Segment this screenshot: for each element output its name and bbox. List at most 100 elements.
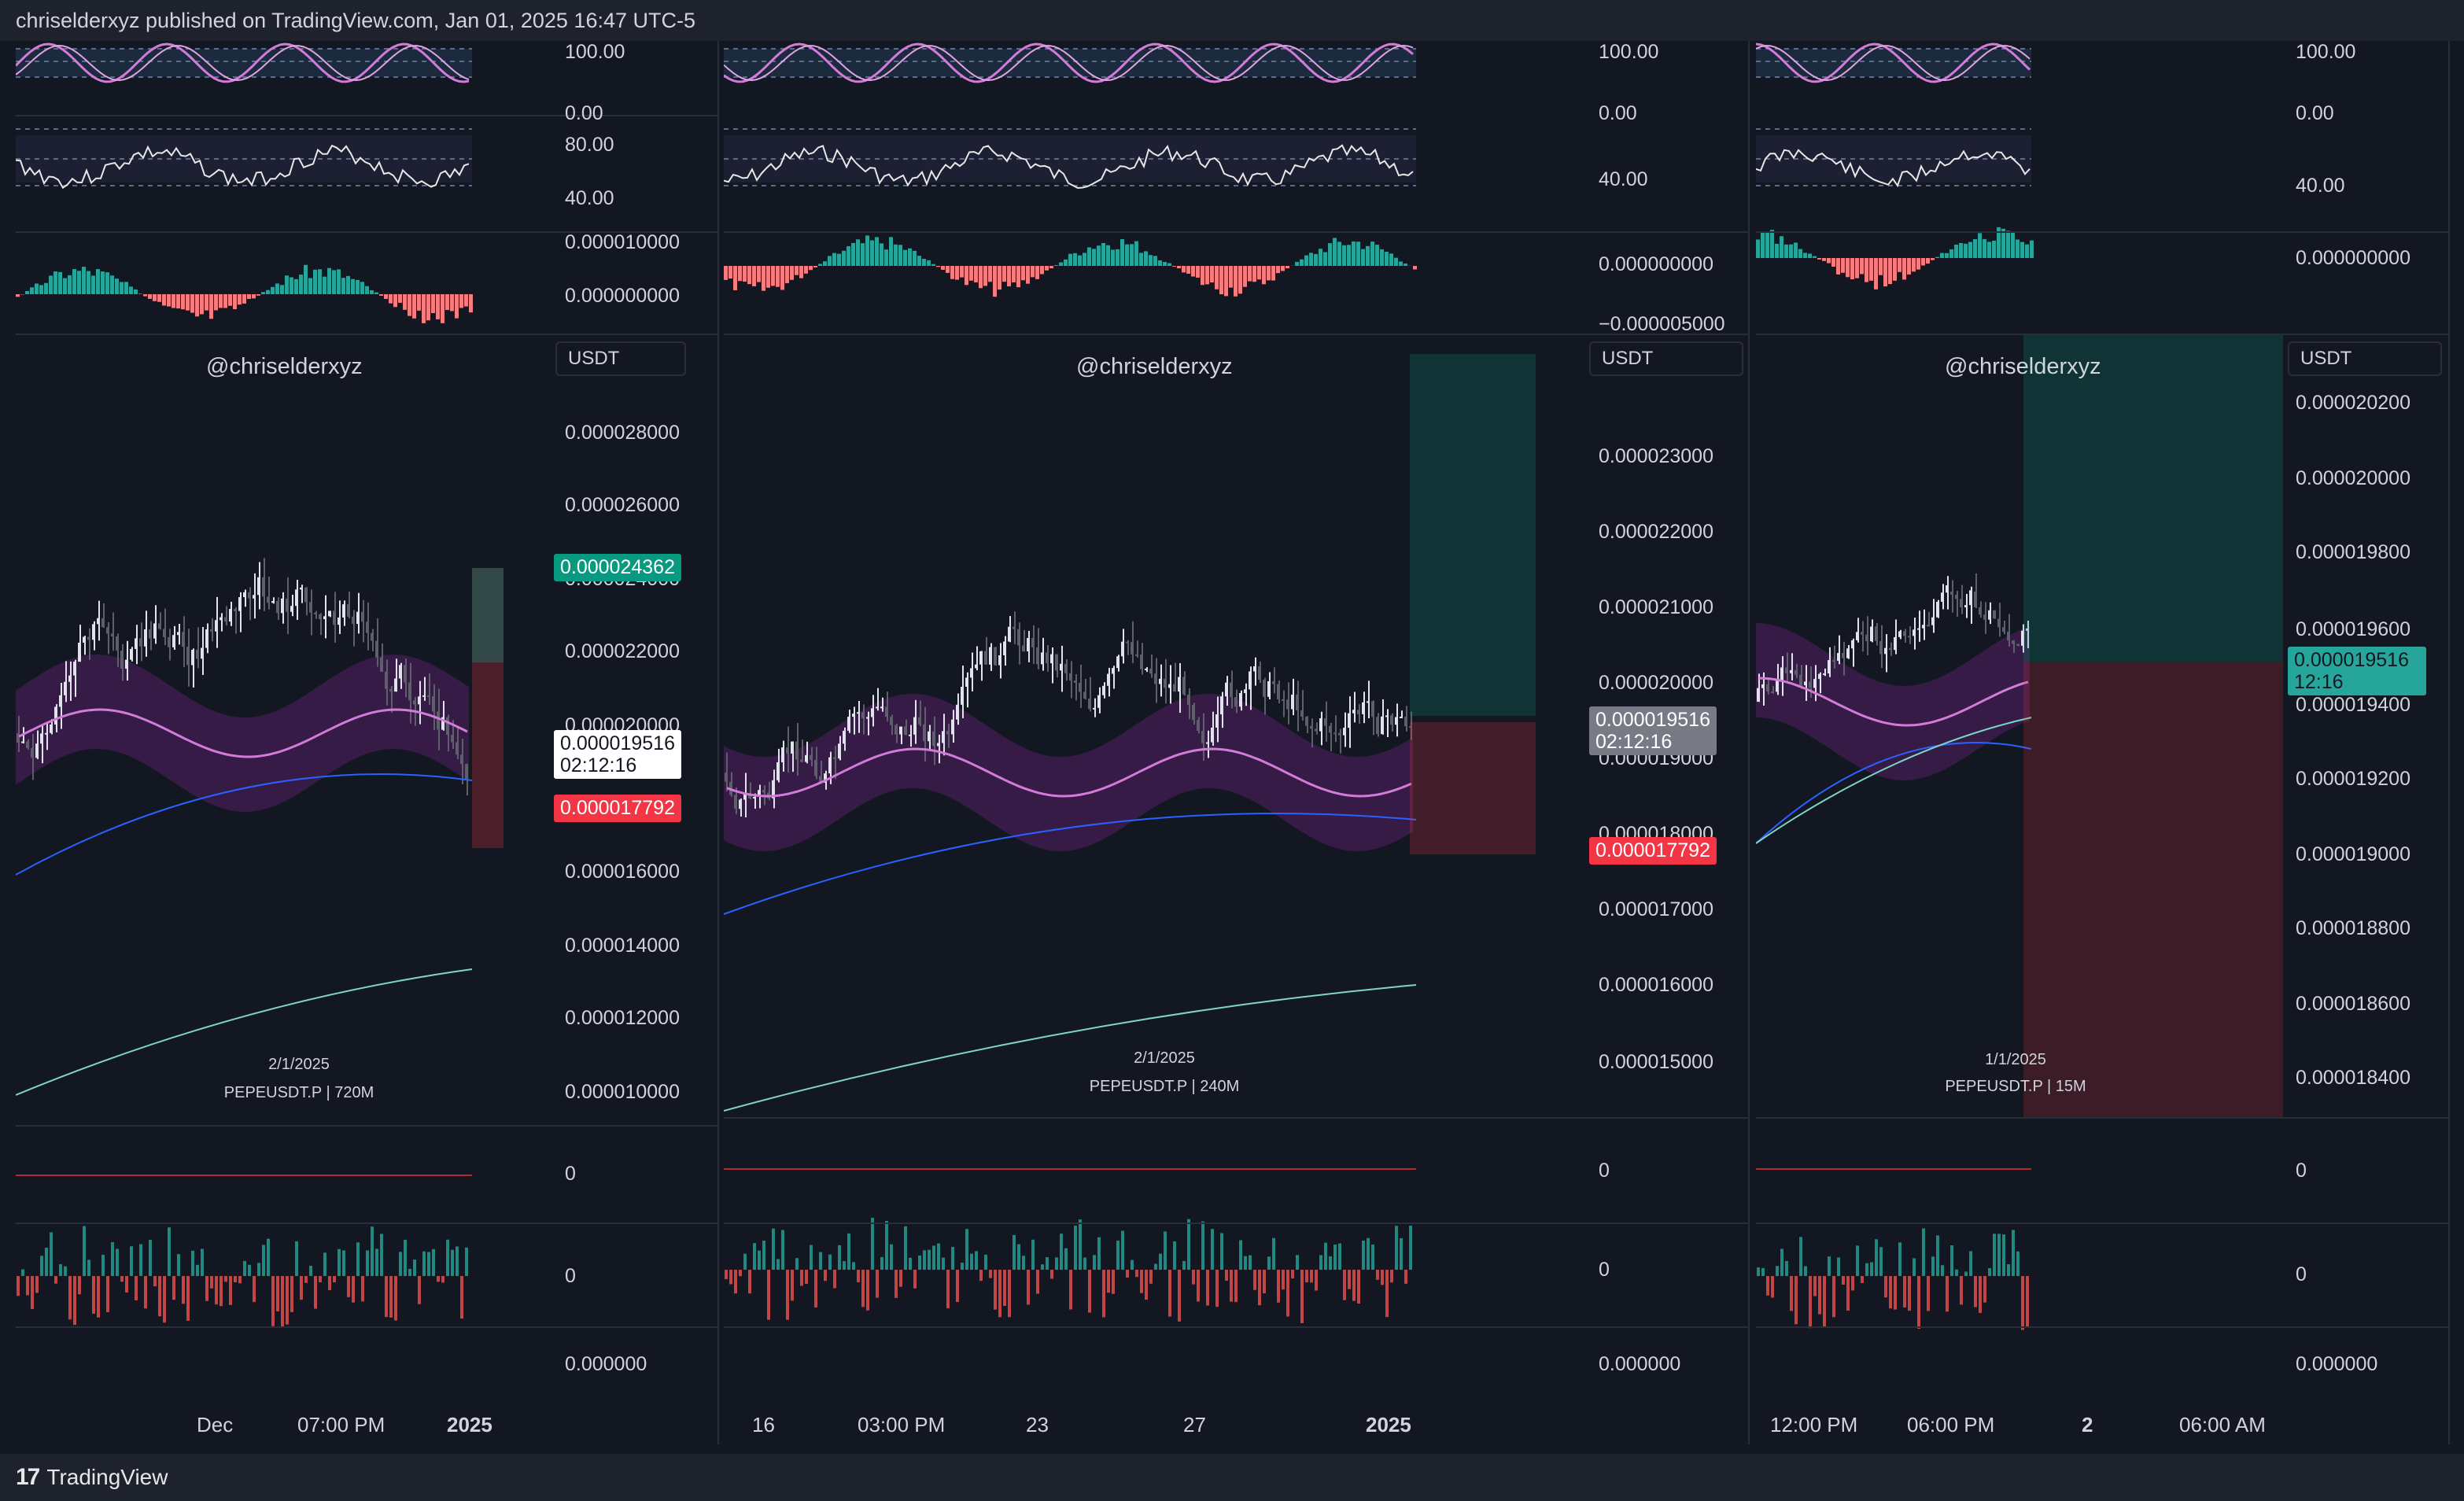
macd-histogram-bar [917,256,921,266]
time-axis-label: 2025 [447,1413,492,1436]
candle-body [814,759,817,776]
candle-body [1367,701,1369,703]
macd-histogram-bar [908,248,912,266]
macd-histogram-bar [426,294,430,321]
candle-body [847,717,850,731]
macd-histogram-bar [1413,266,1417,270]
tradingview-brand[interactable]: 17 TradingView [16,1464,168,1491]
candle-body [824,773,826,783]
candle-body [1225,682,1227,697]
macd-histogram-bar [1281,266,1285,271]
oscillator-bar [734,1270,737,1294]
oscillator-bar [139,1244,142,1276]
macd-histogram-bar [327,267,331,294]
symbol-date-label: 1/1/2025 [1985,1051,2046,1068]
price-axis-label: 0.000016000 [1599,974,1713,996]
moving-average-line [1758,677,2029,727]
candle-body [1178,677,1180,692]
candle-body [1400,716,1402,718]
candle-body [304,587,307,603]
candle-body [191,650,194,666]
oscillator-bar [257,1263,260,1276]
candle-body [262,577,264,597]
stoch-k-line [16,42,470,83]
price-axis-label: 0.000026000 [565,494,680,516]
oscillator-bar [54,1276,57,1284]
oscillator-bar [1173,1241,1176,1270]
macd-axis-label-zero: 0.000000000 [1599,253,1713,275]
oscillator-bar [1036,1270,1039,1294]
candle-body [21,741,24,743]
chart-panel-720m[interactable]: 100.00 0.00 80.00 40.00 0.000010000 0.00… [16,41,719,1444]
macd-histogram-bar [2025,244,2029,258]
oscillator-bar [366,1250,369,1276]
oscillator-bar [451,1249,454,1276]
macd-histogram-bar [374,292,378,294]
oscillator-bar [1215,1270,1219,1307]
oscillator-bar [739,1270,742,1277]
candle-body [1846,648,1849,658]
price-axis-label: 0.000010000 [565,1081,680,1103]
candle-body [1093,707,1095,710]
oscillator-bar [394,1276,397,1321]
currency-selector[interactable]: USDT [1589,341,1743,376]
oscillator-bar [408,1268,411,1276]
oscillator-bar [758,1250,761,1270]
candle-body [1050,654,1053,664]
macd-histogram-bar [134,289,138,294]
oscillator-bar [83,1226,86,1276]
candle-body [1329,725,1331,733]
oscillator-bar [1927,1276,1930,1311]
oscillator-bar [26,1276,29,1296]
price-axis-label: 0.000022000 [565,640,680,662]
candle-body [1107,673,1109,686]
chart-canvas-720m[interactable] [16,41,559,1444]
macd-histogram-bar [157,294,161,302]
macd-histogram-bar [993,266,997,297]
macd-histogram-bar [1049,266,1053,269]
macd-histogram-bar [955,266,959,280]
macd-histogram-bar [91,275,95,294]
candle-body [1809,681,1811,688]
candle-body [951,719,954,735]
reward-zone [2023,334,2283,662]
oscillator-bar [1145,1270,1148,1300]
macd-histogram-bar [360,282,364,294]
macd-histogram-bar [2011,232,2015,258]
macd-histogram-bar [813,266,817,267]
macd-histogram-bar [1144,251,1148,266]
chart-panel-240m[interactable]: 100.00 0.00 40.00 0.000000000 −0.0000050… [724,41,1750,1444]
macd-histogram-bar [1389,253,1393,266]
oscillator-bar [144,1276,147,1309]
macd-histogram-bar [120,282,124,294]
macd-histogram-bar [223,294,227,308]
chart-canvas-15m[interactable] [1756,41,2283,1444]
macd-histogram-bar [1347,245,1351,266]
chart-canvas-240m[interactable] [724,41,1589,1444]
candle-body [1017,629,1020,646]
macd-histogram-bar [1285,266,1289,269]
oscillator-bar [1282,1270,1285,1290]
risk-zone [2023,662,2283,1117]
candle-body [725,773,727,782]
stoch-d-line [724,44,1414,82]
time-axis-label: 2 [2082,1413,2093,1436]
oscillator-bar [828,1254,832,1270]
currency-selector[interactable]: USDT [2288,341,2442,376]
oscillator-bar [427,1252,430,1276]
oscillator-bar [1879,1247,1883,1276]
currency-selector[interactable]: USDT [555,341,686,376]
oscillator-bar [1950,1245,1953,1276]
oscillator-bar [1404,1270,1407,1284]
candle-body [1913,629,1915,636]
oscillator-bar [857,1270,860,1283]
chart-panel-15m[interactable]: 100.00 0.00 40.00 0.000000000 USDT 0.000… [1756,41,2450,1444]
candle-body [59,695,61,707]
macd-histogram-bar [1874,258,1878,290]
macd-histogram-bar [1399,261,1403,266]
candle-body [1296,695,1298,710]
oscillator-bar [1969,1251,1972,1276]
macd-histogram-bar [1234,266,1238,297]
stop-price-tag: 0.000017792 [1589,837,1717,865]
oscillator-bar [1861,1276,1864,1283]
